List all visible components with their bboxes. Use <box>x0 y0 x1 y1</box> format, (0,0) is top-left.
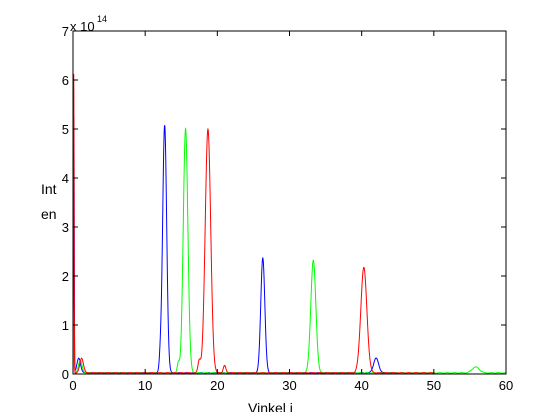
y-tick-label: 6 <box>62 73 69 88</box>
y-tick-label: 4 <box>62 171 69 186</box>
y-tick-label: 7 <box>62 24 69 39</box>
x-tick-label: 20 <box>210 378 224 393</box>
y-multiplier-base: x 10 <box>70 19 95 34</box>
y-axis-label-line-1: Int <box>41 181 57 197</box>
y-tick-label: 2 <box>62 269 69 284</box>
tick-labels: 0 10 20 30 40 50 60 0 1 2 3 4 5 6 7 <box>62 24 513 393</box>
y-tick-label: 5 <box>62 122 69 137</box>
x-axis-label: Vinkel i <box>248 400 293 412</box>
ticks <box>72 30 507 375</box>
y-tick-label: 0 <box>62 367 69 382</box>
y-multiplier-exponent: 14 <box>97 14 107 24</box>
x-tick-label: 10 <box>138 378 152 393</box>
y-tick-label: 3 <box>62 220 69 235</box>
y-tick-label: 1 <box>62 318 69 333</box>
y-axis-label-line-2: en <box>41 206 57 222</box>
x-tick-label: 40 <box>354 378 368 393</box>
x-tick-label: 50 <box>427 378 441 393</box>
x-tick-label: 30 <box>282 378 296 393</box>
x-tick-label: 0 <box>69 378 76 393</box>
series-line-3 <box>72 73 434 374</box>
x-tick-label: 60 <box>499 378 513 393</box>
